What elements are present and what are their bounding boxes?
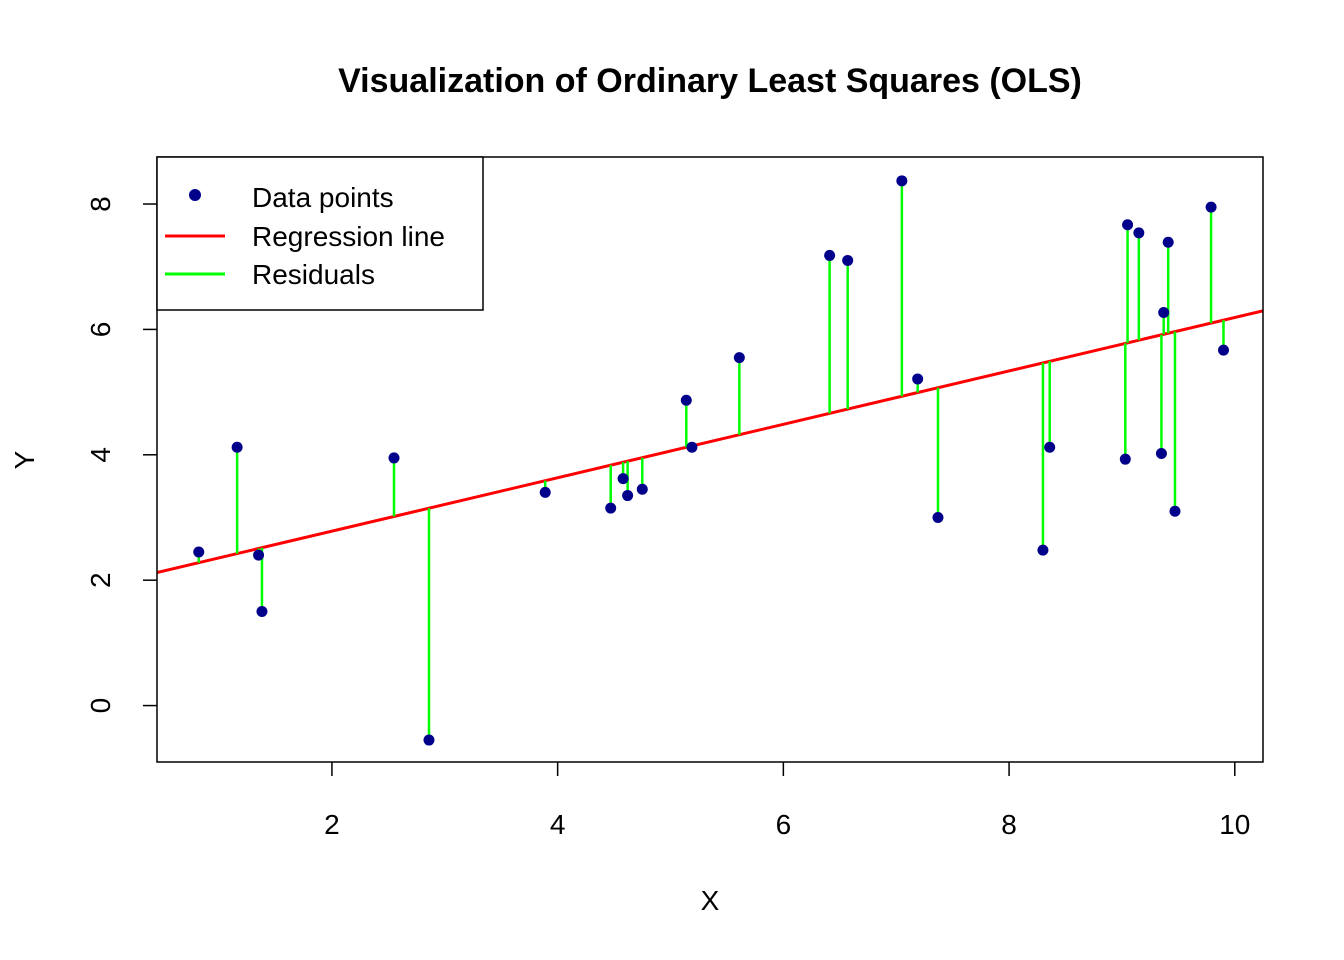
legend-point-marker <box>189 189 201 201</box>
data-point <box>1044 441 1056 453</box>
legend-box <box>156 156 484 311</box>
data-point <box>423 734 435 746</box>
data-point <box>1218 344 1229 356</box>
data-point <box>1122 219 1134 231</box>
y-tick-label: 8 <box>85 196 116 212</box>
x-tick-label: 2 <box>324 809 340 840</box>
data-point <box>622 490 634 502</box>
data-point <box>636 483 648 495</box>
data-point <box>231 441 243 453</box>
data-point <box>842 254 854 266</box>
y-tick-label: 4 <box>85 447 116 463</box>
data-point <box>1158 306 1170 318</box>
data-point <box>932 511 944 523</box>
x-axis: 2 4 6 8 10 <box>324 762 1250 840</box>
legend-label-residuals: Residuals <box>252 259 375 290</box>
legend-label-regression-line: Regression line <box>252 221 445 252</box>
x-axis-label: X <box>701 885 720 916</box>
data-point <box>1133 227 1145 239</box>
x-tick-label: 10 <box>1219 809 1250 840</box>
y-tick-label: 6 <box>85 322 116 338</box>
data-point <box>824 249 836 261</box>
data-point <box>1162 236 1174 248</box>
data-point <box>253 549 265 561</box>
chart-title: Visualization of Ordinary Least Squares … <box>338 62 1082 100</box>
legend: Data points Regression line Residuals <box>156 156 484 311</box>
data-point <box>1205 201 1217 213</box>
y-axis-label: Y <box>9 450 40 469</box>
data-point <box>686 441 698 453</box>
regression-line <box>157 309 1263 575</box>
data-point <box>388 452 400 464</box>
data-point <box>1169 505 1181 517</box>
y-tick-label: 2 <box>85 572 116 588</box>
data-point <box>256 606 268 618</box>
x-tick-label: 8 <box>1001 809 1017 840</box>
data-point <box>539 486 551 498</box>
data-point <box>912 373 924 385</box>
data-point <box>605 502 617 514</box>
data-point <box>1119 453 1131 465</box>
x-tick-label: 6 <box>776 809 792 840</box>
data-point <box>193 546 205 558</box>
data-point <box>1037 544 1049 556</box>
y-tick-label: 0 <box>85 698 116 714</box>
plot-area <box>157 175 1263 746</box>
x-tick-label: 4 <box>550 809 566 840</box>
legend-label-data-points: Data points <box>252 182 394 213</box>
data-point <box>733 352 745 364</box>
data-point <box>896 175 908 187</box>
data-point <box>680 394 692 406</box>
data-point <box>617 473 629 485</box>
data-point <box>1155 448 1167 460</box>
plot-frame <box>156 156 1264 763</box>
y-axis: 0 2 4 6 8 <box>85 196 157 713</box>
